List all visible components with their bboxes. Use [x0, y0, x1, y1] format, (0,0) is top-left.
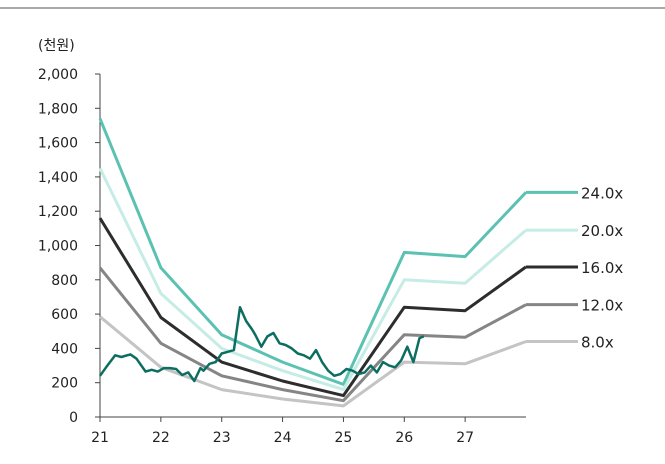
band-line-20.0x: [98, 167, 527, 392]
band-line-8.0x: [99, 315, 527, 408]
x-tick-label: 24: [274, 430, 292, 446]
y-tick-label: 1,000: [38, 239, 78, 255]
y-tick-label: 2,000: [38, 67, 78, 83]
y-tick-label: 400: [51, 341, 78, 357]
x-tick-label: 26: [395, 430, 413, 446]
legend-label-20.0x: 20.0x: [581, 222, 623, 240]
band-line-16.0x: [98, 217, 527, 398]
x-tick-label: 21: [91, 430, 109, 446]
axes: 0 200 400 600 800 1,000 1,200 1,400 1,600 1,800 2,…: [38, 67, 526, 446]
y-tick-label: 800: [51, 273, 78, 289]
y-tick-label: 1,600: [38, 136, 78, 152]
x-tick-label: 25: [335, 430, 353, 446]
price-series: [98, 305, 425, 383]
y-tick-label: 1,200: [38, 204, 78, 220]
y-tick-label: 600: [51, 307, 78, 323]
legend-label-16.0x: 16.0x: [581, 259, 623, 277]
y-axis-unit-label: (천원): [38, 38, 75, 54]
legend-label-12.0x: 12.0x: [581, 297, 623, 315]
y-tick-label: 1,400: [38, 170, 78, 186]
x-tick-label: 27: [456, 430, 474, 446]
x-tick-label: 22: [152, 430, 170, 446]
legend-label-24.0x: 24.0x: [581, 184, 623, 202]
y-tick-label: 0: [69, 410, 78, 426]
band-line-12.0x: [98, 266, 527, 403]
legend-label-8.0x: 8.0x: [581, 334, 614, 352]
y-tick-label: 1,800: [38, 101, 78, 117]
band-line-24.0x: [98, 118, 528, 386]
x-tick-label: 23: [213, 430, 231, 446]
price-line: [98, 305, 425, 383]
y-tick-label: 200: [51, 376, 78, 392]
legend: 24.0x 20.0x 16.0x 12.0x 8.0x: [526, 184, 623, 352]
band-series: [98, 118, 528, 408]
